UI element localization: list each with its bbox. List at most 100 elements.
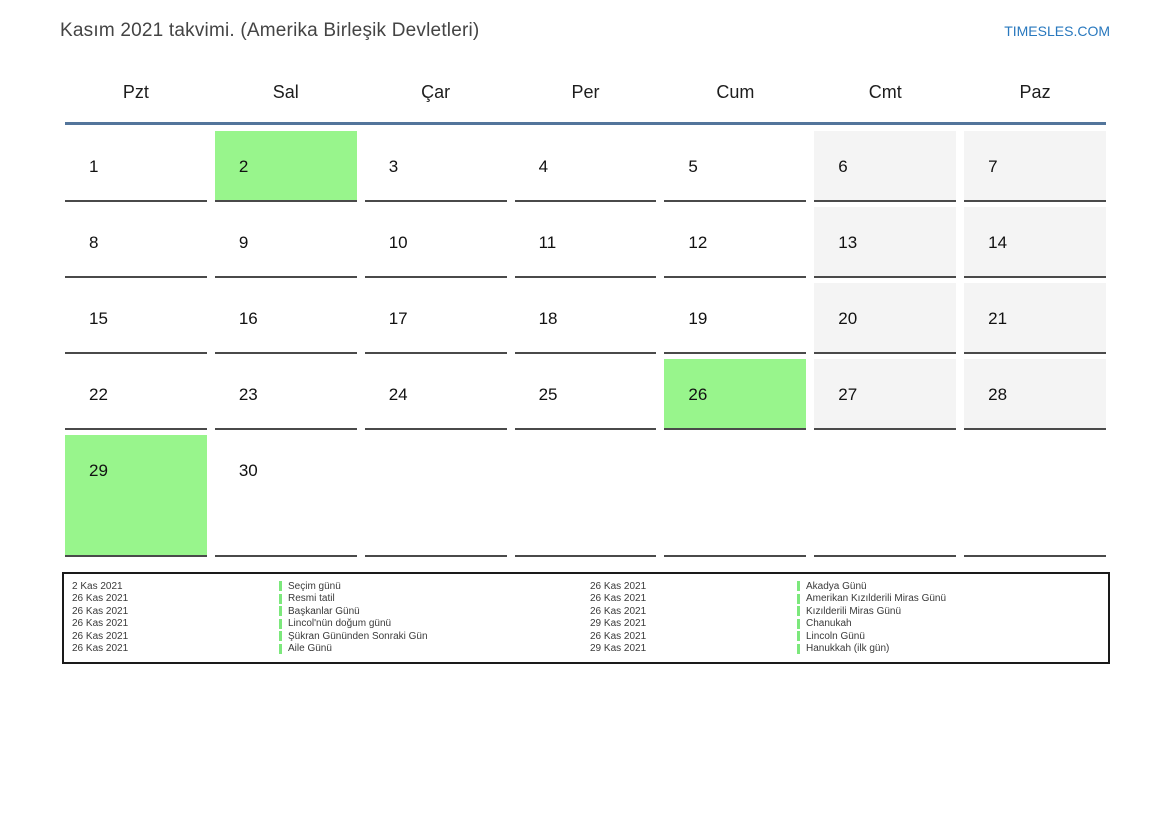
page-title: Kasım 2021 takvimi. (Amerika Birleşik De… xyxy=(60,20,480,41)
day-cell-2: 2 xyxy=(214,131,357,202)
day-cell-15: 15 xyxy=(65,283,207,354)
day-cell-7: 7 xyxy=(964,131,1106,202)
legend-date: 26 Kas 2021 xyxy=(72,605,129,617)
legend-item: 26 Kas 2021 Lincol'nün doğum günü xyxy=(72,618,590,631)
day-cell-1: 1 xyxy=(65,131,207,202)
legend-tick-icon xyxy=(797,618,800,629)
legend-holiday-name: Kızılderili Miras Günü xyxy=(806,605,902,617)
calendar: Pzt Sal Çar Per Cum Cmt Paz 1 2 3 4 5 6 7 8 9 10 11 12 13 1… xyxy=(65,82,1106,557)
day-cell-12: 12 xyxy=(664,207,807,278)
legend-date: 26 Kas 2021 xyxy=(72,593,129,605)
legend-column-left: 2 Kas 2021 Seçim günü 26 Kas 2021 Resmi tat… xyxy=(72,580,590,655)
day-cell-26: 26 xyxy=(664,359,807,430)
legend-tick-icon xyxy=(279,593,282,604)
legend-item: 26 Kas 2021 Şükran Gününden Sonraki Gün xyxy=(72,630,590,643)
legend-holiday-name: Başkanlar Günü xyxy=(288,605,360,617)
day-cell-28: 28 xyxy=(964,359,1106,430)
day-number: 6 xyxy=(838,157,848,176)
legend-date: 26 Kas 2021 xyxy=(72,630,129,642)
day-number: 24 xyxy=(388,385,408,404)
legend-item: 29 Kas 2021 Hanukkah (ilk gün) xyxy=(590,643,1108,656)
legend-item: 26 Kas 2021 Başkanlar Günü xyxy=(72,605,590,618)
legend-item: 26 Kas 2021 Resmi tatil xyxy=(72,593,590,606)
day-cell-27: 27 xyxy=(814,359,957,430)
legend-item: 26 Kas 2021 Aile Günü xyxy=(72,643,590,656)
day-number: 14 xyxy=(988,233,1008,252)
legend-holiday-name: Seçim günü xyxy=(288,580,341,592)
legend-holiday-name: Lincoln Günü xyxy=(806,630,865,642)
day-number: 9 xyxy=(238,233,249,252)
day-cell-23: 23 xyxy=(214,359,357,430)
day-number: 29 xyxy=(89,461,108,480)
day-number: 26 xyxy=(688,385,708,404)
empty-cell xyxy=(664,435,807,557)
legend-item: 26 Kas 2021 Amerikan Kızılderili Miras Gü… xyxy=(590,593,1108,606)
legend-tick-icon xyxy=(797,606,800,617)
day-cell-17: 17 xyxy=(364,283,507,354)
legend-holiday-name: Aile Günü xyxy=(288,643,332,655)
weekday-header-row: Pzt Sal Çar Per Cum Cmt Paz xyxy=(65,82,1106,103)
day-number: 23 xyxy=(238,385,258,404)
header-divider xyxy=(65,122,1106,125)
weekday-label: Çar xyxy=(421,82,451,102)
day-number: 20 xyxy=(838,309,858,328)
day-cell-22: 22 xyxy=(65,359,207,430)
day-number: 10 xyxy=(388,233,408,252)
legend-date: 2 Kas 2021 xyxy=(72,580,123,592)
calendar-week-row: 8 9 10 11 12 13 14 xyxy=(65,207,1106,278)
day-number: 17 xyxy=(388,309,408,328)
day-cell-4: 4 xyxy=(514,131,657,202)
empty-cell xyxy=(364,435,507,557)
legend-date: 26 Kas 2021 xyxy=(72,618,129,630)
day-cell-19: 19 xyxy=(664,283,807,354)
day-cell-8: 8 xyxy=(65,207,207,278)
legend-date: 26 Kas 2021 xyxy=(590,593,647,605)
day-number: 2 xyxy=(238,157,249,176)
legend-tick-icon xyxy=(797,581,800,592)
day-cell-10: 10 xyxy=(364,207,507,278)
day-cell-21: 21 xyxy=(964,283,1106,354)
legend-tick-icon xyxy=(279,581,282,592)
weekday-label: Pzt xyxy=(122,82,149,102)
legend-item: 29 Kas 2021 Chanukah xyxy=(590,618,1108,631)
day-number: 11 xyxy=(538,233,557,252)
day-number: 27 xyxy=(838,385,858,404)
day-number: 16 xyxy=(238,309,258,328)
day-number: 1 xyxy=(89,157,99,176)
legend-date: 26 Kas 2021 xyxy=(590,630,647,642)
empty-cell xyxy=(814,435,957,557)
calendar-week-row: 15 16 17 18 19 20 21 xyxy=(65,283,1106,354)
legend-tick-icon xyxy=(279,631,282,642)
site-link[interactable]: TIMESLES.COM xyxy=(1004,23,1110,39)
legend-item: 26 Kas 2021 Akadya Günü xyxy=(590,580,1108,593)
day-number: 19 xyxy=(688,309,708,328)
legend-tick-icon xyxy=(797,631,800,642)
day-number: 18 xyxy=(538,309,558,328)
legend-tick-icon xyxy=(279,643,282,654)
legend-date: 29 Kas 2021 xyxy=(590,618,647,630)
day-cell-24: 24 xyxy=(364,359,507,430)
calendar-week-row: 29 30 xyxy=(65,435,1106,557)
calendar-week-row: 1 2 3 4 5 6 7 xyxy=(65,131,1106,202)
day-number: 13 xyxy=(838,233,858,252)
legend-column-right: 26 Kas 2021 Akadya Günü 26 Kas 2021 Amerika… xyxy=(590,580,1108,655)
legend-date: 26 Kas 2021 xyxy=(72,643,129,655)
day-number: 25 xyxy=(538,385,558,404)
weekday-label: Cmt xyxy=(868,82,902,102)
day-number: 21 xyxy=(988,309,1008,328)
day-cell-5: 5 xyxy=(664,131,807,202)
day-number: 3 xyxy=(388,157,399,176)
legend-tick-icon xyxy=(797,593,800,604)
legend-date: 26 Kas 2021 xyxy=(590,580,647,592)
legend-tick-icon xyxy=(279,606,282,617)
legend-date: 26 Kas 2021 xyxy=(590,605,647,617)
day-cell-13: 13 xyxy=(814,207,957,278)
day-cell-16: 16 xyxy=(214,283,357,354)
top-bar: Kasım 2021 takvimi. (Amerika Birleşik De… xyxy=(0,0,1169,42)
day-cell-3: 3 xyxy=(364,131,507,202)
legend-holiday-name: Chanukah xyxy=(806,618,852,630)
day-cell-6: 6 xyxy=(814,131,957,202)
empty-cell xyxy=(514,435,657,557)
day-cell-9: 9 xyxy=(214,207,357,278)
day-cell-30: 30 xyxy=(214,435,357,557)
